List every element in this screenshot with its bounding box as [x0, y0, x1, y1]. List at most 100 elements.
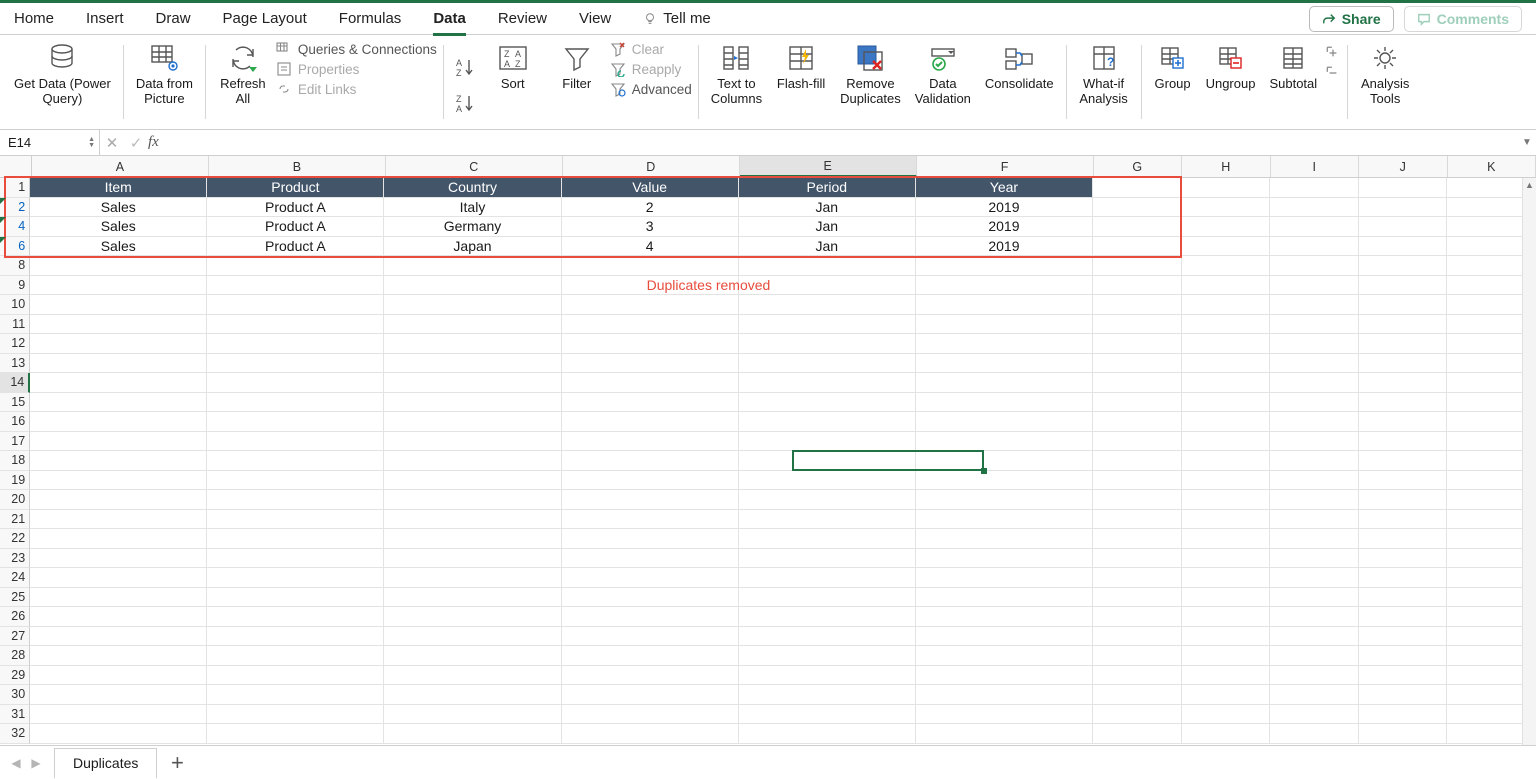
advanced-button[interactable]: Advanced — [610, 81, 692, 97]
cell[interactable] — [1182, 198, 1271, 218]
cell[interactable] — [1093, 724, 1182, 744]
row-header[interactable]: 1 — [0, 178, 30, 198]
cell[interactable] — [30, 315, 207, 335]
cell[interactable] — [207, 588, 384, 608]
tab-view[interactable]: View — [579, 3, 611, 35]
cell[interactable] — [30, 724, 207, 744]
cell[interactable]: 3 — [562, 217, 739, 237]
cell[interactable] — [30, 354, 207, 374]
row-header[interactable]: 17 — [0, 432, 30, 452]
tab-page-layout[interactable]: Page Layout — [223, 3, 307, 35]
cell[interactable] — [1093, 490, 1182, 510]
cell[interactable] — [1270, 412, 1359, 432]
cell[interactable] — [562, 315, 739, 335]
row-header[interactable]: 16 — [0, 412, 30, 432]
cell[interactable] — [1359, 198, 1448, 218]
cell[interactable] — [30, 295, 207, 315]
cell[interactable] — [207, 471, 384, 491]
cell[interactable]: Jan — [739, 237, 916, 257]
cell[interactable] — [1270, 256, 1359, 276]
cell[interactable] — [384, 724, 561, 744]
cell[interactable] — [1270, 666, 1359, 686]
cell[interactable] — [1359, 568, 1448, 588]
consolidate-button[interactable]: Consolidate — [979, 39, 1060, 129]
col-header-G[interactable]: G — [1094, 156, 1183, 177]
cell[interactable] — [30, 568, 207, 588]
cell[interactable] — [30, 432, 207, 452]
cell[interactable] — [207, 549, 384, 569]
cell[interactable] — [384, 588, 561, 608]
cell[interactable] — [1359, 471, 1448, 491]
cell[interactable] — [1093, 334, 1182, 354]
cell[interactable] — [1359, 393, 1448, 413]
cell[interactable] — [1093, 451, 1182, 471]
cell[interactable]: Product A — [207, 237, 384, 257]
row-header[interactable]: 28 — [0, 646, 30, 666]
cell[interactable] — [916, 373, 1093, 393]
cell[interactable]: Duplicates removed — [562, 276, 739, 296]
cell[interactable] — [1270, 588, 1359, 608]
cell[interactable] — [1182, 178, 1271, 198]
cell[interactable] — [1359, 334, 1448, 354]
cell[interactable] — [916, 412, 1093, 432]
cell[interactable] — [384, 432, 561, 452]
cell[interactable] — [384, 334, 561, 354]
cell[interactable] — [916, 295, 1093, 315]
cell[interactable] — [1182, 451, 1271, 471]
cell[interactable] — [207, 510, 384, 530]
cell[interactable]: Germany — [384, 217, 561, 237]
row-header[interactable]: 11 — [0, 315, 30, 335]
cell[interactable] — [1270, 510, 1359, 530]
cell[interactable]: 2019 — [916, 198, 1093, 218]
cell[interactable] — [1359, 646, 1448, 666]
cell[interactable] — [384, 373, 561, 393]
cell[interactable] — [916, 607, 1093, 627]
col-header-I[interactable]: I — [1271, 156, 1360, 177]
row-header[interactable]: 10 — [0, 295, 30, 315]
cell[interactable]: 4 — [562, 237, 739, 257]
cell[interactable] — [1182, 412, 1271, 432]
cell[interactable] — [562, 705, 739, 725]
cell[interactable] — [1182, 588, 1271, 608]
sheet-tab-duplicates[interactable]: Duplicates — [54, 748, 157, 779]
flash-fill-button[interactable]: Flash-fill — [770, 39, 832, 129]
cell[interactable] — [1182, 666, 1271, 686]
ungroup-button[interactable]: Ungroup — [1200, 39, 1262, 129]
cell[interactable] — [1093, 588, 1182, 608]
cell[interactable] — [207, 276, 384, 296]
cell[interactable] — [562, 588, 739, 608]
cell[interactable] — [562, 666, 739, 686]
cell[interactable] — [1359, 588, 1448, 608]
cell[interactable] — [1270, 549, 1359, 569]
cell[interactable] — [384, 393, 561, 413]
cell[interactable]: 2019 — [916, 237, 1093, 257]
cell[interactable] — [30, 393, 207, 413]
cell[interactable]: Country — [384, 178, 561, 198]
cell[interactable] — [1093, 295, 1182, 315]
cell[interactable] — [1182, 471, 1271, 491]
cell[interactable] — [1270, 217, 1359, 237]
cell[interactable] — [384, 646, 561, 666]
cell[interactable] — [739, 471, 916, 491]
cell[interactable] — [1093, 315, 1182, 335]
cell[interactable] — [739, 549, 916, 569]
filter-button[interactable]: Filter — [546, 39, 608, 129]
row-header[interactable]: 24 — [0, 568, 30, 588]
share-button[interactable]: Share — [1309, 6, 1394, 32]
row-header[interactable]: 26 — [0, 607, 30, 627]
cell[interactable] — [739, 315, 916, 335]
cell[interactable] — [30, 627, 207, 647]
add-sheet-button[interactable]: + — [163, 750, 191, 776]
cell[interactable] — [1359, 217, 1448, 237]
tab-review[interactable]: Review — [498, 3, 547, 35]
cell[interactable] — [1182, 432, 1271, 452]
row-header[interactable]: 20 — [0, 490, 30, 510]
cell[interactable] — [207, 685, 384, 705]
cell[interactable]: Japan — [384, 237, 561, 257]
cell[interactable] — [30, 529, 207, 549]
cell[interactable] — [1093, 549, 1182, 569]
cell[interactable]: Sales — [30, 237, 207, 257]
select-all-corner[interactable] — [0, 156, 32, 178]
cancel-formula-icon[interactable]: ✕ — [100, 134, 124, 152]
cell[interactable] — [1093, 685, 1182, 705]
